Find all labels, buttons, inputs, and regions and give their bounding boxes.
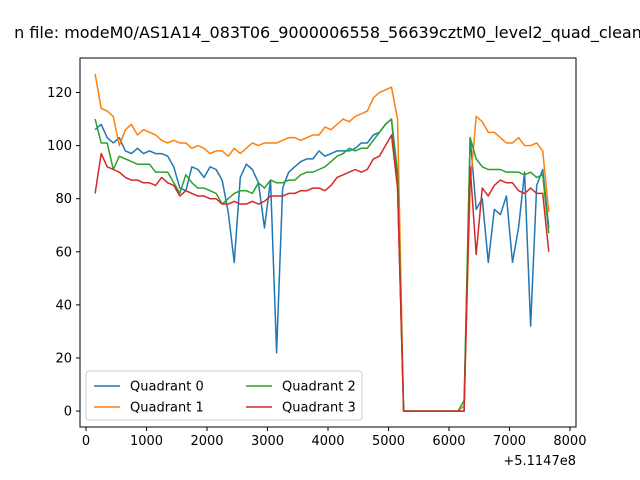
- series-line-quadrant-0: [94, 118, 550, 412]
- series-line-quadrant-3: [94, 134, 550, 412]
- plot-area: [79, 57, 577, 428]
- x-tick-label: 8000: [553, 434, 586, 449]
- y-tick-label: 60: [55, 245, 72, 260]
- y-tick-label: 80: [55, 192, 72, 207]
- legend-box: [85, 370, 363, 421]
- x-tick-label: 6000: [432, 434, 465, 449]
- legend: Quadrant 0 Quadrant 1 Quadrant 2 Quadrant 3: [85, 370, 363, 421]
- chart-title: n file: modeM0/AS1A14_083T06_9000006558_…: [14, 23, 640, 43]
- legend-label: Quadrant 3: [282, 401, 356, 416]
- legend-label: Quadrant 0: [130, 380, 204, 395]
- y-axis: 0 20 40 60 80 100 120: [47, 86, 80, 420]
- y-tick-label: 40: [55, 298, 72, 313]
- x-tick-label: 0: [82, 434, 90, 449]
- y-tick-label: 120: [47, 86, 72, 101]
- x-tick-label: 4000: [311, 434, 344, 449]
- series-line-quadrant-2: [94, 118, 550, 412]
- x-axis: 0 1000 2000 3000 4000 5000 6000 7000 8000: [82, 427, 586, 449]
- x-tick-label: 2000: [190, 434, 223, 449]
- x-tick-label: 3000: [251, 434, 284, 449]
- x-axis-offset-label: +5.1147e8: [503, 454, 576, 469]
- legend-label: Quadrant 2: [282, 380, 356, 395]
- x-tick-label: 7000: [493, 434, 526, 449]
- x-tick-label: 1000: [130, 434, 163, 449]
- y-tick-label: 100: [47, 139, 72, 154]
- series-lines: [94, 73, 550, 412]
- x-tick-label: 5000: [372, 434, 405, 449]
- legend-label: Quadrant 1: [130, 401, 204, 416]
- y-tick-label: 0: [64, 405, 72, 420]
- y-tick-label: 20: [55, 351, 72, 366]
